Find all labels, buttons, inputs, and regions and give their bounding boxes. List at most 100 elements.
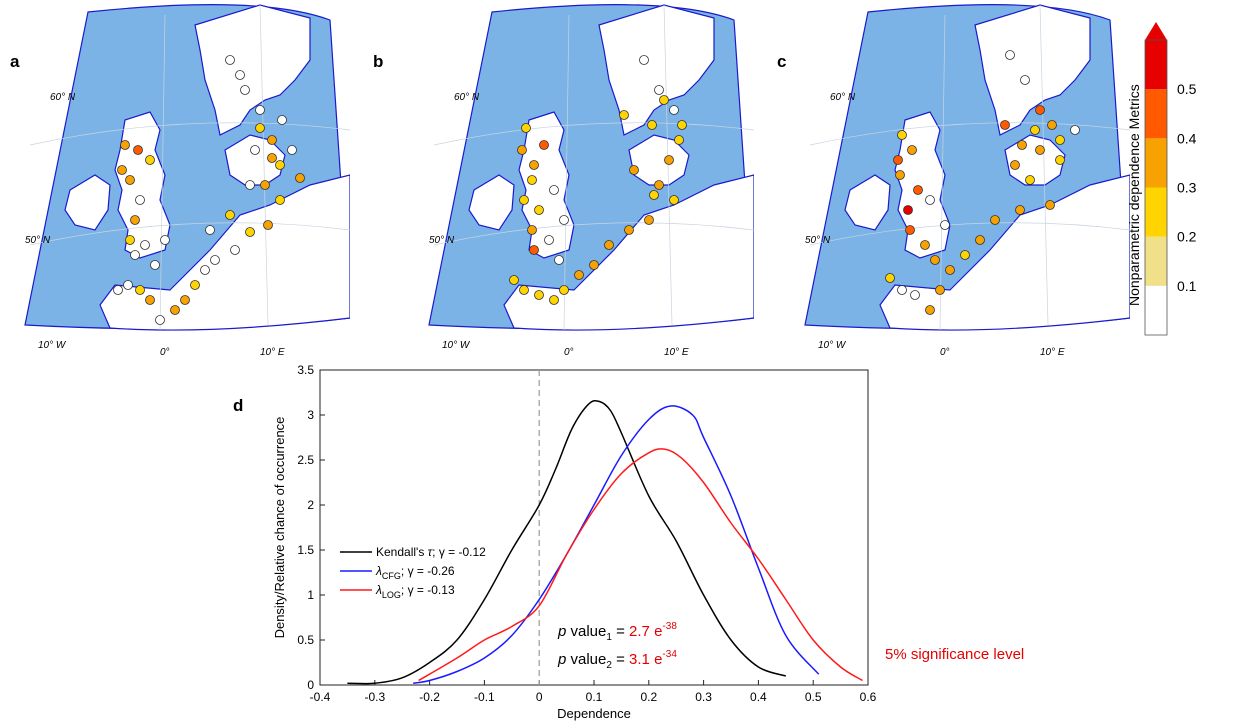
station-marker bbox=[907, 145, 917, 155]
density-chart: -0.4 -0.3 -0.2 -0.1 0 0.1 0.2 0.3 0.4 0.5 0.6 0 0.5 1… bbox=[220, 362, 880, 728]
station-marker bbox=[113, 285, 123, 295]
station-marker bbox=[170, 305, 180, 315]
station-marker bbox=[230, 245, 240, 255]
station-marker bbox=[559, 285, 569, 295]
map-panel-c: 60° N 50° N 10° W 0° 10° E bbox=[790, 0, 1131, 365]
colorbar-tick-label: 0.5 bbox=[1177, 81, 1197, 97]
station-marker bbox=[885, 273, 895, 283]
scandinavia-land bbox=[598, 4, 715, 136]
station-marker bbox=[1070, 125, 1080, 135]
colorbar-band bbox=[1145, 285, 1167, 335]
station-marker bbox=[250, 145, 260, 155]
y-tick-label: 2.5 bbox=[297, 453, 314, 467]
lat-label-50n: 50° N bbox=[805, 235, 831, 246]
station-marker bbox=[544, 235, 554, 245]
station-marker bbox=[527, 175, 537, 185]
lon-label-0: 0° bbox=[940, 347, 950, 358]
station-marker bbox=[604, 240, 614, 250]
station-marker bbox=[180, 295, 190, 305]
station-marker bbox=[559, 215, 569, 225]
station-marker bbox=[1035, 105, 1045, 115]
station-marker bbox=[534, 205, 544, 215]
panel-label-a: a bbox=[10, 52, 20, 71]
legend-entry: λCFG; γ = -0.26 bbox=[375, 564, 455, 581]
station-marker bbox=[135, 195, 145, 205]
station-marker bbox=[895, 170, 905, 180]
graticule-60n bbox=[433, 122, 755, 146]
station-marker bbox=[263, 220, 273, 230]
colorbar-band bbox=[1145, 236, 1167, 286]
station-marker bbox=[1025, 175, 1035, 185]
station-marker bbox=[549, 295, 559, 305]
station-marker bbox=[130, 215, 140, 225]
map-b: 60° N 50° N 10° W 0° 10° E bbox=[428, 4, 755, 358]
x-tick-label: -0.1 bbox=[474, 690, 495, 704]
ireland-land bbox=[468, 174, 515, 231]
station-marker bbox=[897, 130, 907, 140]
graticule-10e bbox=[663, 4, 673, 326]
graticule-50n bbox=[29, 222, 351, 246]
station-marker bbox=[624, 225, 634, 235]
x-tick-label: -0.3 bbox=[364, 690, 385, 704]
continent-land bbox=[99, 174, 351, 331]
lon-label-0: 0° bbox=[564, 347, 574, 358]
station-marker bbox=[267, 153, 277, 163]
station-marker bbox=[674, 135, 684, 145]
station-marker bbox=[649, 190, 659, 200]
map-a: 60° N 50° N 10° W 0° 10° E bbox=[24, 4, 351, 358]
legend-entry: λLOG; γ = -0.13 bbox=[375, 583, 455, 600]
lon-label-10e: 10° E bbox=[1040, 347, 1065, 358]
station-marker bbox=[225, 210, 235, 220]
station-marker bbox=[935, 285, 945, 295]
lon-label-10w: 10° W bbox=[442, 340, 471, 351]
station-marker bbox=[275, 160, 285, 170]
station-marker bbox=[905, 225, 915, 235]
colorbar: 0.5 0.4 0.3 0.2 0.1 bbox=[1140, 10, 1230, 365]
graticule-50n bbox=[433, 222, 755, 246]
station-marker bbox=[117, 165, 127, 175]
colorbar-tick-label: 0.1 bbox=[1177, 278, 1197, 294]
x-tick-label: -0.4 bbox=[310, 690, 331, 704]
station-marker bbox=[1000, 120, 1010, 130]
station-marker bbox=[539, 140, 549, 150]
station-marker bbox=[235, 70, 245, 80]
station-marker bbox=[930, 255, 940, 265]
x-tick-label: 0 bbox=[536, 690, 543, 704]
y-tick-label: 3 bbox=[307, 408, 314, 422]
station-marker bbox=[519, 285, 529, 295]
station-marker bbox=[1010, 160, 1020, 170]
station-marker bbox=[534, 290, 544, 300]
station-marker bbox=[275, 195, 285, 205]
station-marker bbox=[295, 173, 305, 183]
station-marker bbox=[554, 255, 564, 265]
station-marker bbox=[574, 270, 584, 280]
station-marker bbox=[517, 145, 527, 155]
station-marker bbox=[125, 175, 135, 185]
station-marker bbox=[549, 185, 559, 195]
station-marker bbox=[133, 145, 143, 155]
density-plot: -0.4 -0.3 -0.2 -0.1 0 0.1 0.2 0.3 0.4 0.5 0.6 0 0.5 1… bbox=[272, 363, 877, 721]
map-panel-b: 60° N 50° N 10° W 0° 10° E bbox=[414, 0, 755, 365]
station-marker bbox=[200, 265, 210, 275]
station-marker bbox=[245, 227, 255, 237]
lat-label-60n: 60° N bbox=[830, 92, 856, 103]
legend-entry: Kendall's τ; γ = -0.12 bbox=[376, 545, 486, 559]
colorbar-tick-label: 0.4 bbox=[1177, 130, 1197, 146]
station-marker bbox=[654, 180, 664, 190]
lat-label-60n: 60° N bbox=[454, 92, 480, 103]
station-marker bbox=[647, 120, 657, 130]
station-marker bbox=[267, 135, 277, 145]
station-marker bbox=[255, 105, 265, 115]
station-marker bbox=[277, 115, 287, 125]
station-marker bbox=[920, 240, 930, 250]
graticule-0 bbox=[159, 14, 166, 331]
panel-label-d: d bbox=[233, 396, 244, 415]
colorbar-tick-label: 0.3 bbox=[1177, 180, 1197, 196]
station-marker bbox=[240, 85, 250, 95]
station-marker bbox=[659, 95, 669, 105]
lon-label-10e: 10° E bbox=[664, 347, 689, 358]
great-britain-land bbox=[114, 111, 171, 259]
denmark-land bbox=[224, 134, 286, 186]
station-marker bbox=[205, 225, 215, 235]
series-line-2 bbox=[418, 448, 863, 682]
